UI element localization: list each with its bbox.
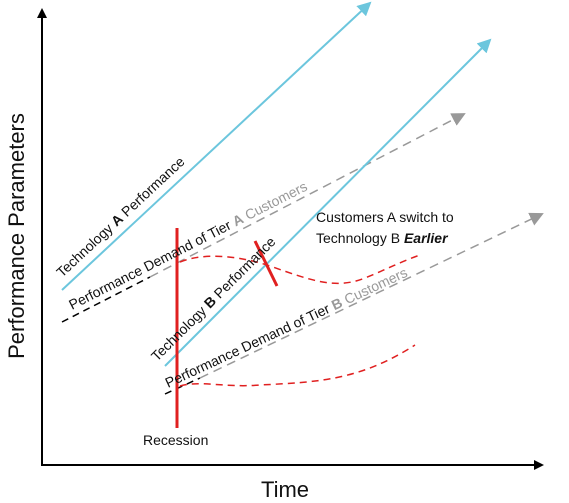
- demand-b-recession-curve: [179, 344, 416, 387]
- demand-b-label: Performance Demand of Tier B Customers: [163, 264, 410, 391]
- annotation-line1: Customers A switch to: [316, 209, 454, 225]
- demand-a-line: [149, 113, 466, 278]
- text-part: Technology: [53, 218, 119, 281]
- text-part: Customers: [239, 178, 310, 225]
- demand-a-recession-curve: [179, 254, 421, 285]
- demand-a-line-start: [61, 276, 151, 323]
- annotation-line2: Technology B Earlier: [316, 230, 449, 246]
- x-axis-label: Time: [261, 477, 309, 502]
- axes: [37, 8, 544, 470]
- recession-label: Recession: [143, 432, 208, 448]
- tech-b-line: [164, 38, 492, 367]
- demand-b-line: [199, 212, 544, 379]
- text-part: Customers: [338, 264, 410, 309]
- text-part: Technology: [148, 300, 212, 364]
- switch-marker: [253, 240, 279, 287]
- demand-b-line-start: [164, 377, 201, 395]
- text-part: Technology B: [316, 230, 404, 246]
- tech-a-line: [61, 1, 372, 291]
- text-part: Performance: [115, 153, 188, 222]
- text-part: Earlier: [404, 230, 449, 246]
- y-axis-label: Performance Parameters: [4, 113, 29, 359]
